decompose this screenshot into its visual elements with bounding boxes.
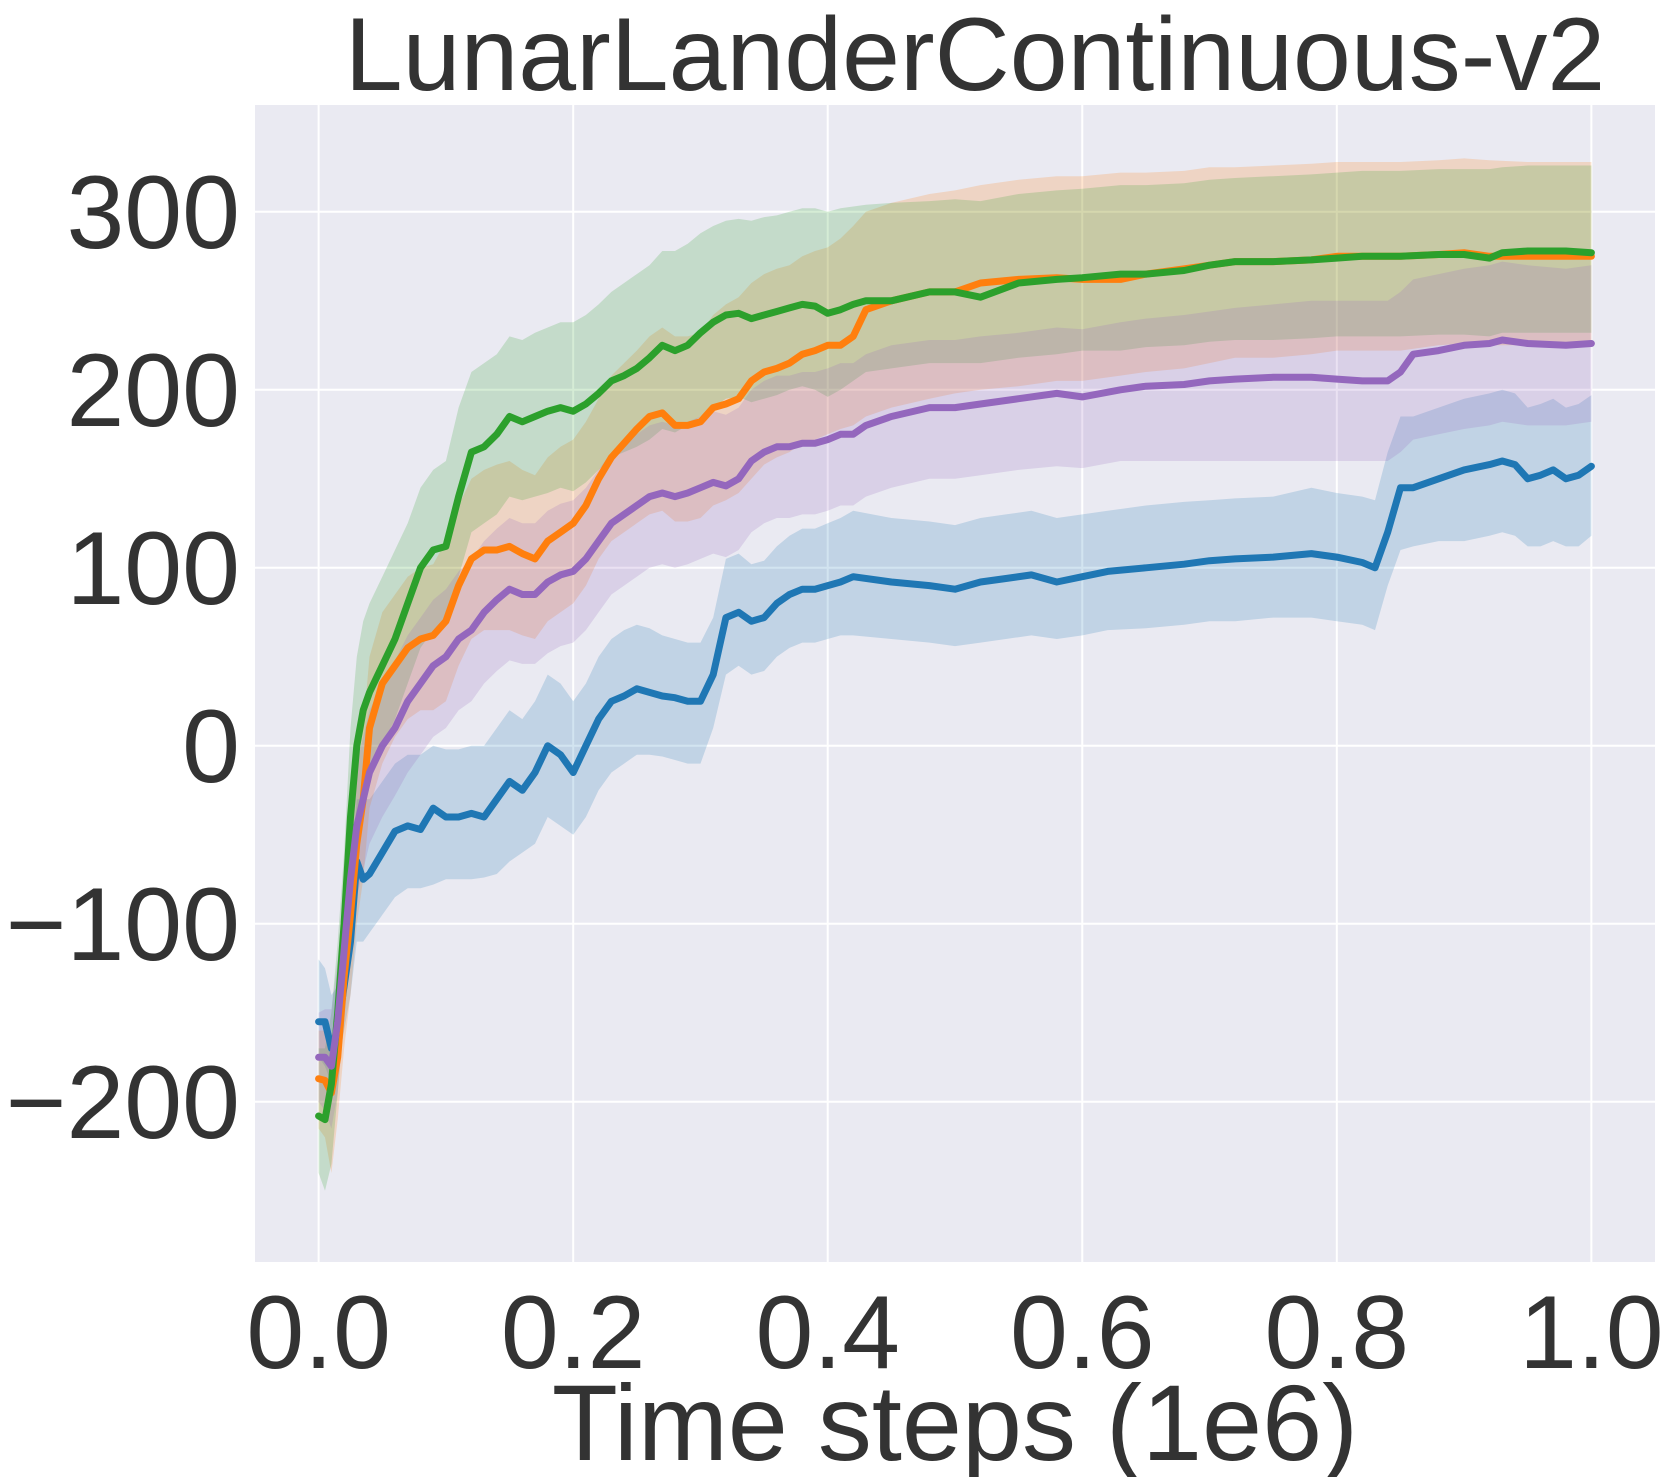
- grid: [255, 105, 1655, 1262]
- y-tick-label: −100: [6, 867, 240, 983]
- x-tick-label: 1.0: [1519, 1275, 1664, 1391]
- x-tick-label: 0.0: [246, 1275, 391, 1391]
- x-axis-label: Time steps (1e6): [552, 1362, 1358, 1477]
- y-tick-label: −200: [6, 1045, 240, 1161]
- series-0-line: [315, 457, 1595, 1052]
- y-tick-label: 300: [66, 155, 240, 271]
- series-0-band: [318, 389, 1592, 1084]
- series-1-band: [318, 158, 1592, 1173]
- x-tick-labels: 0.0 0.2 0.4 0.6 0.8 1.0: [246, 1275, 1663, 1391]
- y-tick-label: 0: [182, 689, 240, 805]
- x-tick-label: 0.8: [1265, 1275, 1410, 1391]
- y-tick-label: 200: [66, 333, 240, 449]
- y-tick-labels: −200 −100 0 100 200 300: [6, 155, 240, 1161]
- series-2-band: [318, 165, 1592, 1191]
- series-3-band: [318, 261, 1592, 1129]
- series-3-line: [315, 336, 1595, 1070]
- plot-area: [255, 105, 1655, 1262]
- x-tick-label: 0.2: [501, 1275, 646, 1391]
- confidence-bands: [318, 158, 1592, 1191]
- y-tick-label: 100: [66, 511, 240, 627]
- x-tick-label: 0.4: [755, 1275, 900, 1391]
- x-tick-label: 0.6: [1010, 1275, 1155, 1391]
- series-2-line: [315, 247, 1595, 1124]
- chart-title: LunarLanderContinuous-v2: [345, 0, 1605, 113]
- series-lines: [315, 247, 1595, 1124]
